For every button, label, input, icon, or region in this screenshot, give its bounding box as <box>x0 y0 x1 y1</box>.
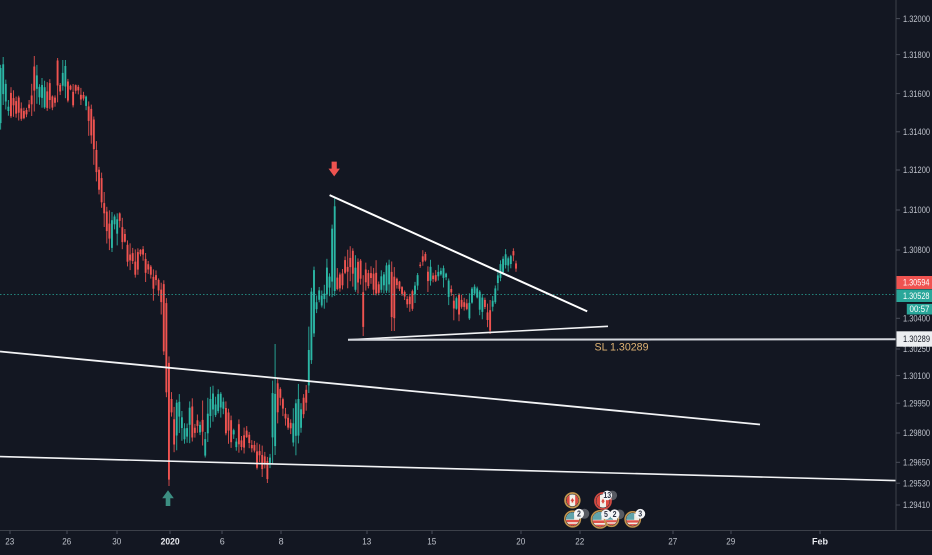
svg-text:13: 13 <box>603 491 611 500</box>
svg-text:1.30594: 1.30594 <box>903 278 930 288</box>
svg-text:1.30400: 1.30400 <box>903 314 930 325</box>
svg-text:26: 26 <box>62 537 71 548</box>
svg-text:SL 1.30289: SL 1.30289 <box>595 342 649 354</box>
svg-text:8: 8 <box>279 537 284 548</box>
svg-text:1.31400: 1.31400 <box>903 127 930 138</box>
svg-text:1.30800: 1.30800 <box>903 245 930 256</box>
svg-text:2020: 2020 <box>161 537 180 548</box>
svg-text:3: 3 <box>638 510 642 519</box>
svg-text:1.32000: 1.32000 <box>903 14 930 25</box>
svg-text:1.29950: 1.29950 <box>903 398 930 409</box>
svg-text:1.29650: 1.29650 <box>903 458 930 469</box>
svg-text:27: 27 <box>668 537 677 548</box>
svg-text:20: 20 <box>516 537 525 548</box>
svg-text:1.29800: 1.29800 <box>903 428 930 439</box>
svg-text:1.31000: 1.31000 <box>903 205 930 216</box>
svg-text:2: 2 <box>613 510 617 519</box>
svg-text:1.29530: 1.29530 <box>903 478 930 489</box>
svg-text:1.30289: 1.30289 <box>903 334 930 344</box>
svg-text:22: 22 <box>575 537 584 548</box>
svg-text:1.30100: 1.30100 <box>903 371 930 382</box>
svg-text:15: 15 <box>427 537 436 548</box>
svg-text:13: 13 <box>362 537 371 548</box>
svg-text:5: 5 <box>604 510 608 519</box>
svg-text:Feb: Feb <box>812 537 828 548</box>
svg-text:29: 29 <box>726 537 735 548</box>
svg-text:23: 23 <box>5 537 14 548</box>
svg-text:00:57: 00:57 <box>910 304 930 314</box>
svg-text:1.31600: 1.31600 <box>903 89 930 100</box>
svg-text:1.31200: 1.31200 <box>903 165 930 176</box>
svg-text:30: 30 <box>112 537 121 548</box>
svg-text:1.31800: 1.31800 <box>903 50 930 61</box>
svg-text:6: 6 <box>220 537 225 548</box>
svg-text:2: 2 <box>577 510 581 519</box>
svg-text:1.29410: 1.29410 <box>903 500 930 511</box>
svg-text:1.30528: 1.30528 <box>903 291 930 301</box>
